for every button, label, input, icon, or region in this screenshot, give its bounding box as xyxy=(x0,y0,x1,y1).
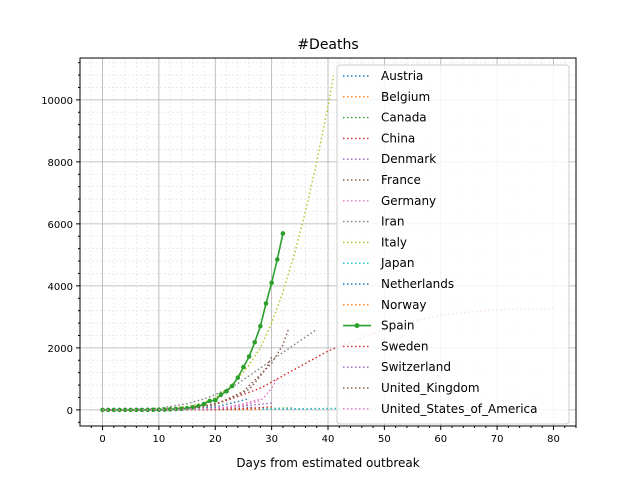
legend: Austria Belgium Canada China Denmark France Ge… xyxy=(336,64,570,425)
series-point-spain xyxy=(134,407,139,413)
y-tick-label: 4000 xyxy=(48,282,73,293)
legend-label-japan: Japan xyxy=(380,256,414,270)
series-point-spain xyxy=(263,301,269,306)
series-point-spain xyxy=(258,323,263,329)
series-point-spain xyxy=(122,407,128,413)
series-point-spain xyxy=(218,392,224,397)
legend-marker-spain xyxy=(354,323,360,329)
legend-label-france: France xyxy=(381,173,421,187)
series-point-spain xyxy=(201,401,207,407)
legend-label-iran: Iran xyxy=(381,215,404,229)
y-tick-label: 0 xyxy=(67,406,73,417)
x-axis: 0 10 20 30 40 50 60 70 80 xyxy=(90,426,577,445)
series-point-spain xyxy=(111,407,117,413)
y-axis: 0 2000 4000 6000 8000 10000 xyxy=(41,62,80,423)
x-tick-label: 80 xyxy=(547,434,560,445)
series-point-spain xyxy=(139,407,145,413)
x-axis-label: Days from estimated outbreak xyxy=(236,456,419,470)
x-tick-label: 30 xyxy=(265,434,278,445)
legend-label-germany: Germany xyxy=(381,194,436,208)
x-tick-label: 0 xyxy=(99,434,105,445)
legend-label-denmark: Denmark xyxy=(381,152,436,166)
series-point-spain xyxy=(224,388,229,394)
series-line-france xyxy=(102,356,273,411)
series-point-spain xyxy=(241,364,246,370)
legend-label-italy: Italy xyxy=(381,235,407,249)
series-point-spain xyxy=(212,397,218,403)
series-point-spain xyxy=(150,407,156,413)
legend-label-switzerland: Switzerland xyxy=(381,360,451,374)
series-point-spain xyxy=(196,403,201,409)
series-layer xyxy=(100,75,554,413)
x-tick-label: 40 xyxy=(322,434,335,445)
x-tick-label: 70 xyxy=(491,434,504,445)
legend-label-canada: Canada xyxy=(381,111,427,125)
chart-title: #Deaths xyxy=(297,37,358,53)
legend-label-austria: Austria xyxy=(381,69,423,83)
legend-label-netherlands: Netherlands xyxy=(381,277,454,291)
series-point-spain xyxy=(162,407,167,412)
series-point-spain xyxy=(207,398,212,404)
legend-label-norway: Norway xyxy=(381,298,427,312)
series-point-spain xyxy=(280,231,286,236)
x-tick-label: 60 xyxy=(434,434,447,445)
series-point-spain xyxy=(246,354,252,359)
legend-box xyxy=(336,64,570,425)
x-tick-label: 50 xyxy=(378,434,391,445)
series-point-spain xyxy=(269,280,274,286)
x-tick-label: 10 xyxy=(153,434,166,445)
y-tick-label: 8000 xyxy=(48,158,73,169)
y-tick-label: 6000 xyxy=(48,220,73,231)
x-tick-label: 20 xyxy=(209,434,222,445)
series-point-spain xyxy=(105,407,111,413)
legend-label-china: China xyxy=(381,131,415,145)
y-tick-label: 2000 xyxy=(48,344,73,355)
series-point-spain xyxy=(229,383,235,389)
legend-label-sweden: Sweden xyxy=(381,339,428,353)
legend-label-belgium: Belgium xyxy=(381,90,430,104)
legend-label-united-kingdom: United_Kingdom xyxy=(381,381,480,395)
legend-label-united-states-of-america: United_States_of_America xyxy=(381,402,538,416)
series-point-spain xyxy=(252,339,258,345)
y-tick-label: 10000 xyxy=(41,96,73,107)
series-point-spain xyxy=(235,375,241,380)
legend-label-spain: Spain xyxy=(381,319,415,333)
series-point-spain xyxy=(274,257,280,262)
